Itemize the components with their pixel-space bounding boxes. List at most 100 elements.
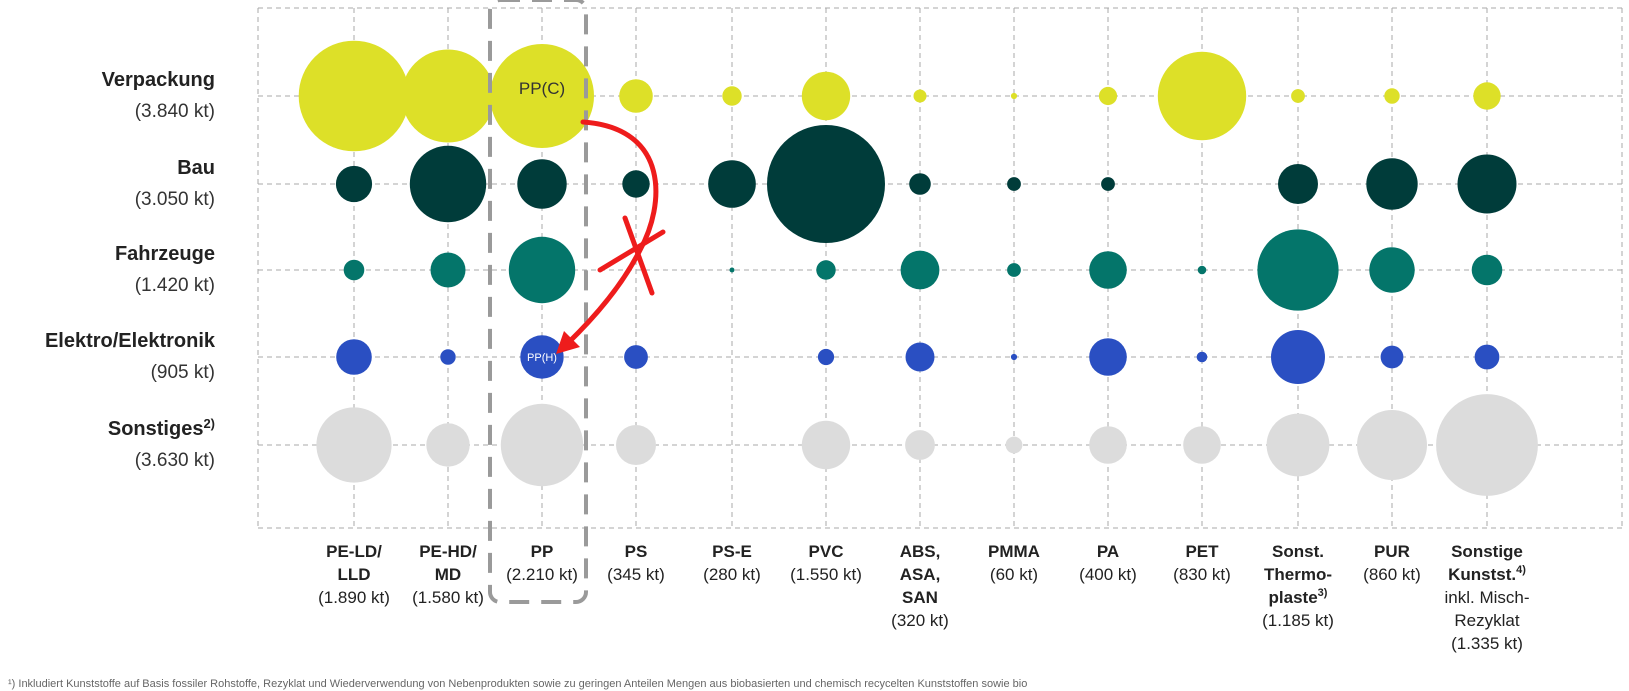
bubble [440,349,456,365]
bubble [1089,338,1127,376]
bubble [1007,263,1021,277]
column-label: PUR [1374,542,1410,561]
column-label: PS [625,542,648,561]
bubble [1471,254,1503,286]
bubble [1278,164,1318,204]
bubble [500,403,584,487]
bubble [1257,229,1339,311]
cross-mark-1 [622,215,655,296]
column-label: PMMA [988,542,1040,561]
column-label: PET [1185,542,1219,561]
column-label: PP [531,542,554,561]
bubble [905,342,935,372]
bubbles [298,40,1538,496]
substitution-arrow [565,119,659,346]
column-label: (400 kt) [1079,565,1137,584]
bubble [708,160,756,208]
bubble [520,335,564,379]
bubble [336,339,372,375]
row-label: Sonstiges2) [108,416,215,440]
row-amount: (3.840 kt) [135,101,215,122]
row-amount: (905 kt) [151,362,215,383]
bubble [1089,426,1127,464]
row-amount: (1.420 kt) [135,275,215,296]
bubble [1457,154,1517,214]
bubble [616,425,656,465]
bubble [1196,351,1208,363]
column-label: Thermo- [1264,565,1332,584]
column-label: (1.890 kt) [318,588,390,607]
column-label: Sonstige [1451,542,1523,561]
bubble [1266,413,1330,477]
row-label: Elektro/Elektronik [45,330,216,352]
bubble [1366,158,1418,210]
cross-mark-2 [597,229,666,273]
bubble [1197,265,1207,275]
column-label: (1.580 kt) [412,588,484,607]
row-label: Bau [177,157,215,179]
bubble [1098,86,1118,106]
column-label: (860 kt) [1363,565,1421,584]
bubble [1157,51,1247,141]
pp-highlight-box [488,0,588,604]
bubble [1007,177,1021,191]
column-label: (345 kt) [607,565,665,584]
column-label: (830 kt) [1173,565,1231,584]
pp-c-label: PP(C) [519,79,565,98]
bubble [508,236,576,304]
bubble [913,89,927,103]
bubble [905,430,935,460]
column-label: (1.335 kt) [1451,634,1523,653]
bubble [1010,92,1018,100]
column-label: PS-E [712,542,752,561]
column-label: plaste3) [1269,587,1328,607]
pp-h-label: PP(H) [527,352,557,364]
bubble [1357,410,1427,480]
bubble [1089,251,1127,289]
bubble [817,348,835,366]
bubble [1473,82,1501,110]
bubble [801,71,851,121]
bubble [517,159,567,209]
footnote: ¹) Inkludiert Kunststoffe auf Basis foss… [8,678,1028,690]
column-label: PVC [809,542,844,561]
bubble [409,145,487,223]
column-label: PE-HD/ [419,542,477,561]
column-label: SAN [902,588,938,607]
row-amount: (3.630 kt) [135,450,215,471]
bubble [401,49,495,143]
bubble [624,345,648,369]
bubble [1474,344,1500,370]
column-label: (1.550 kt) [790,565,862,584]
column-label: PE-LD/ [326,542,382,561]
column-label: ABS, [900,542,941,561]
bubble [430,252,466,288]
column-label: (60 kt) [990,565,1038,584]
bubble [1010,353,1018,361]
bubble [729,267,735,273]
bubble [767,125,885,243]
bubble [1101,177,1115,191]
bubble [622,170,650,198]
bubble [816,260,836,280]
bubble [1436,394,1538,496]
annotations: PP(C) PP(H) [488,0,666,604]
arrow-head [556,331,580,354]
bubble [1369,247,1415,293]
bubble [426,423,470,467]
column-label: ASA, [900,565,941,584]
row-label: Verpackung [102,69,215,91]
column-label: Kunstst.4) [1448,564,1526,584]
row-label: Fahrzeuge [115,243,215,265]
column-label: Rezyklat [1454,611,1519,630]
column-label: (1.185 kt) [1262,611,1334,630]
column-label: PA [1097,542,1119,561]
bubble [335,165,373,203]
bubble [343,259,365,281]
bubble [298,40,410,152]
bubble [900,250,940,290]
bubble [1183,426,1221,464]
bubble [909,173,931,195]
bubble [490,44,594,148]
column-label: (320 kt) [891,611,949,630]
